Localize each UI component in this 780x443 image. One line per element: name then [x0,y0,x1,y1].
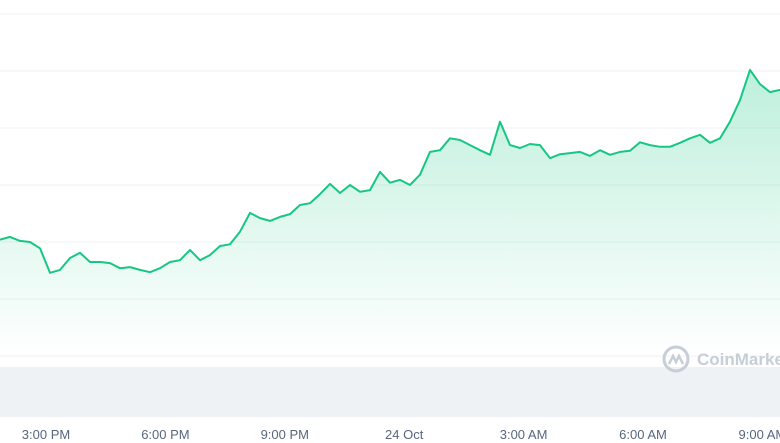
area [0,69,780,357]
x-tick-label: 6:00 PM [141,427,189,442]
watermark: CoinMarketCap [662,345,780,373]
x-tick-label: 3:00 PM [22,427,70,442]
price-line [0,68,780,274]
x-tick-label: 9:00 AM [739,427,780,442]
x-tick-label: 6:00 AM [619,427,667,442]
x-tick-label: 24 Oct [385,427,424,442]
x-tick-label: 9:00 PM [261,427,309,442]
watermark-text: CoinMarketCap [697,350,780,369]
x-tick-label: 3:00 AM [500,427,548,442]
volume-band [0,367,780,417]
